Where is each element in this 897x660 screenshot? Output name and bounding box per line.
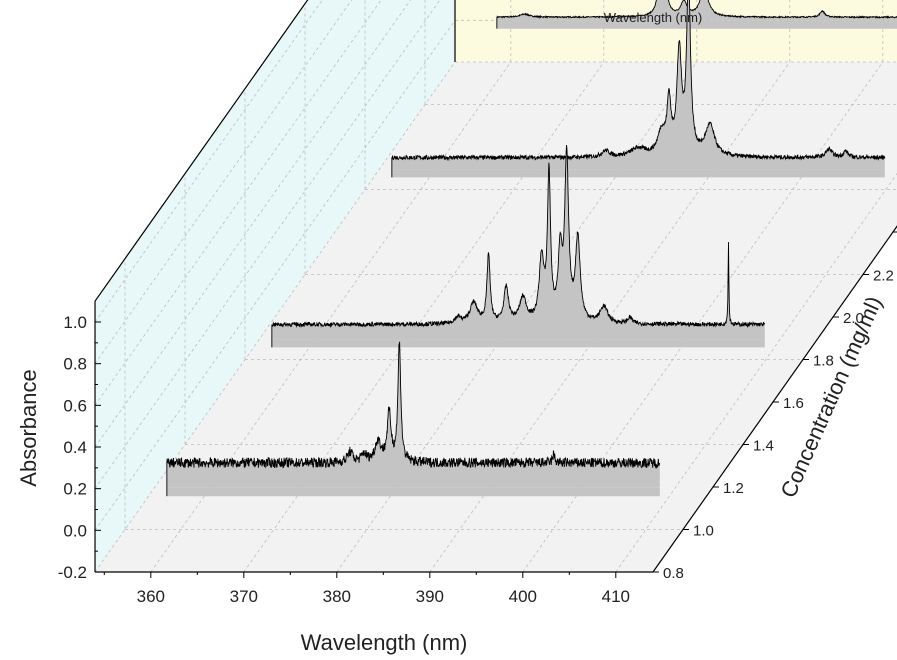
z-tick-label: 1.4	[753, 438, 774, 455]
grid-line	[615, 172, 897, 573]
x-axis-title: Wavelength (nm)	[301, 630, 468, 655]
x-tick-label: 410	[602, 587, 630, 606]
grid-line	[94, 20, 456, 531]
series-base-band	[496, 20, 897, 29]
left-wall	[95, 0, 455, 572]
x-tick-label: 400	[509, 587, 537, 606]
series-1.7	[271, 144, 766, 348]
grid-line	[94, 0, 353, 364]
z-tick-label: 1.6	[783, 395, 804, 412]
y-tick-label: 0.8	[63, 355, 87, 374]
y-tick-label: 0.4	[63, 438, 87, 457]
grid-line	[94, 0, 382, 406]
x-tick-label: 390	[416, 587, 444, 606]
y-tick-label: -0.2	[58, 563, 87, 582]
z-tick-label: 2.0	[843, 310, 864, 327]
series-line	[496, 0, 897, 20]
top-x-axis-title: Wavelength (nm)	[604, 10, 703, 25]
y-tick-label: 0.6	[63, 396, 87, 415]
series-1	[166, 341, 661, 497]
series-line	[271, 144, 766, 329]
x-tick-label: 370	[230, 587, 258, 606]
series-2.5	[391, 0, 886, 178]
y-tick-label: 0.0	[63, 521, 87, 540]
series-base-band	[271, 339, 765, 348]
series-line	[391, 0, 886, 162]
grid-line	[94, 0, 412, 448]
top-left-edge	[94, 0, 309, 302]
series-base-band	[391, 169, 885, 178]
series-3.2	[496, 0, 897, 29]
z-tick-label: 1.0	[693, 523, 714, 540]
grid-line	[94, 0, 323, 323]
series-layer	[166, 0, 897, 497]
back-wall	[455, 0, 897, 62]
z-tick-label: 0.8	[663, 565, 684, 582]
x-tick-label: 380	[323, 587, 351, 606]
grid-line	[94, 0, 441, 489]
y-axis-title: Absorbance	[16, 369, 41, 486]
axes: 360 370 380 390 400 410 -0.2 0.0 0.2 0.4 0.6 0.8 1.0…	[58, 231, 897, 606]
z-tick-label: 1.2	[723, 480, 744, 497]
z-tick-label: 2.2	[873, 268, 894, 285]
series-base-band	[166, 487, 660, 497]
z-tick-label: 1.8	[813, 353, 834, 370]
series-area	[496, 0, 897, 21]
series-line	[166, 341, 661, 470]
x-tick-label: 360	[137, 587, 165, 606]
y-tick-label: 1.0	[63, 313, 87, 332]
grid-line	[94, 61, 456, 573]
y-tick-label: 0.2	[63, 480, 87, 499]
series-area	[166, 341, 660, 488]
